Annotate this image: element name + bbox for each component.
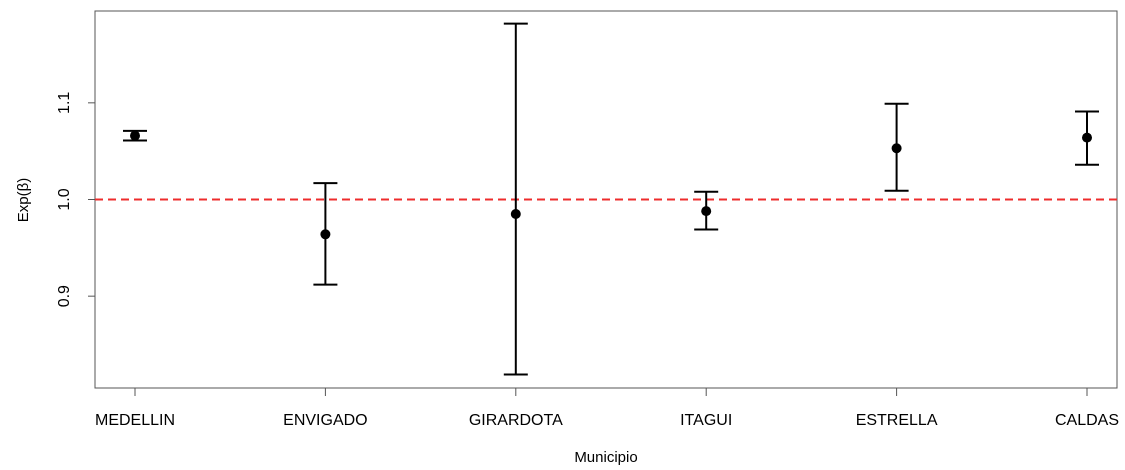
data-point — [130, 130, 140, 141]
x-axis: MEDELLIN ENVIGADO GIRARDOTA ITAGUI ESTRELLA C… — [95, 388, 1119, 429]
data-point — [320, 229, 331, 240]
x-tick-label: ESTRELLA — [856, 412, 938, 429]
data-point — [1082, 132, 1092, 143]
x-tick-label: MEDELLIN — [95, 412, 175, 429]
y-axis: 0.9 1.0 1.1 — [56, 92, 95, 307]
data-point — [510, 209, 521, 219]
y-tick-label: 1.0 — [56, 188, 73, 210]
data-point — [701, 206, 712, 217]
x-axis-title: Municipio — [574, 449, 637, 466]
y-tick-label: 0.9 — [56, 285, 73, 307]
data-point — [891, 143, 902, 154]
x-tick-label: ENVIGADO — [283, 412, 367, 429]
y-axis-title: Exp(β) — [15, 178, 32, 222]
data-marks — [123, 22, 1099, 376]
x-tick-label: CALDAS — [1055, 412, 1119, 429]
y-tick-label: 1.1 — [56, 92, 73, 114]
x-tick-label: ITAGUI — [680, 412, 732, 429]
x-tick-label: GIRARDOTA — [469, 412, 563, 429]
